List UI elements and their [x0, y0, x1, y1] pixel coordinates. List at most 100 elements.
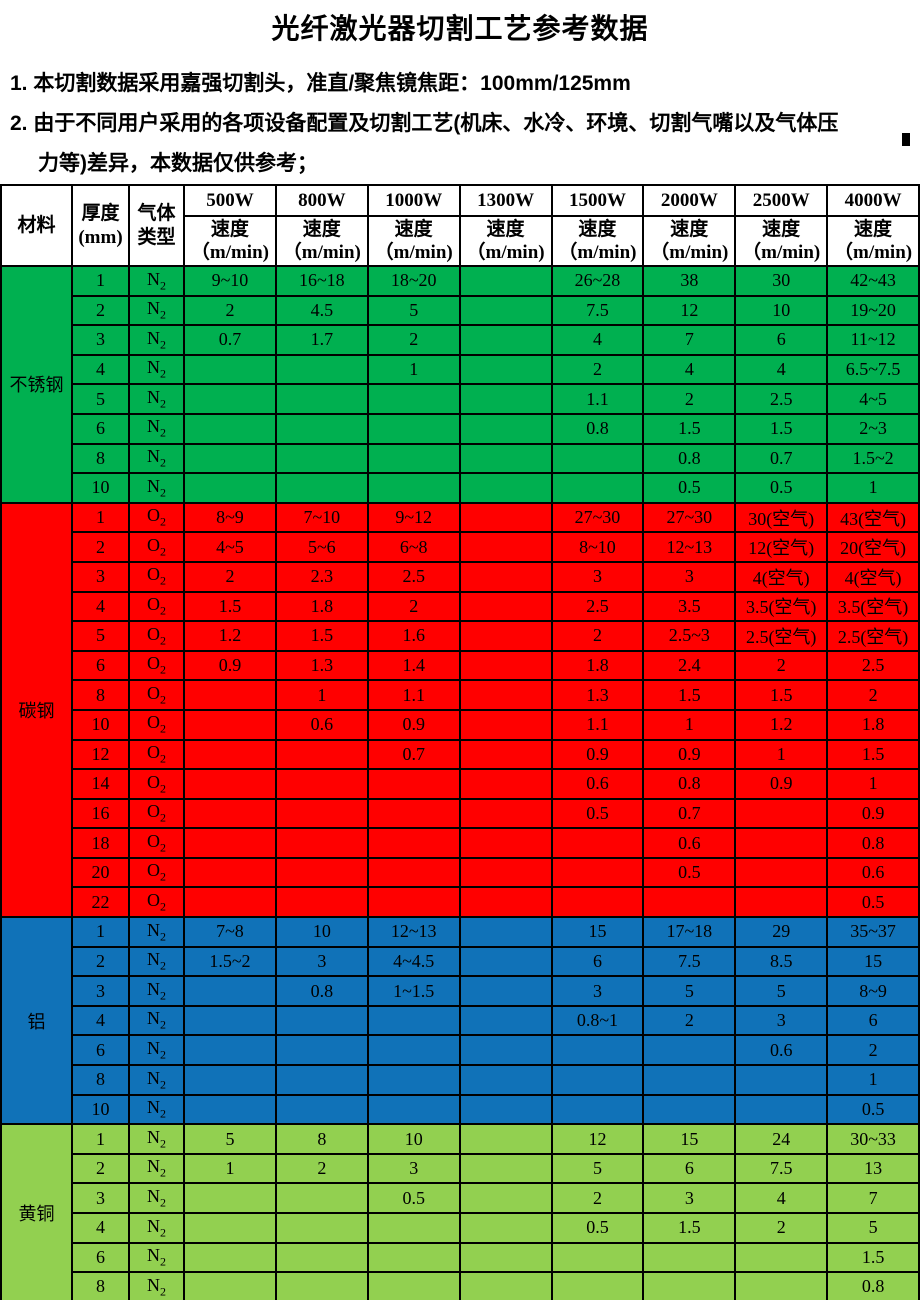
- speed-cell: [366, 472, 461, 504]
- speed-cell: [550, 1241, 645, 1274]
- speed-cell: 8~10: [550, 531, 645, 563]
- gas-cell: N2: [128, 442, 185, 475]
- speed-cell: [366, 1212, 461, 1244]
- thickness-header: 厚度 (mm): [71, 184, 130, 267]
- gas-subscript: 2: [160, 1225, 166, 1240]
- speed-cell: 4~5: [826, 383, 920, 415]
- speed-cell: 8~9: [183, 501, 277, 534]
- speed-cell: 4: [550, 324, 645, 356]
- table-row: 2 N2 1 2 3 5 6 7.5 13: [1, 1152, 920, 1185]
- gas-cell: O2: [128, 620, 185, 652]
- speed-cell: 9~10: [183, 265, 277, 297]
- thickness-cell: 8: [71, 442, 130, 475]
- speed-cell: 0.6: [734, 1034, 829, 1067]
- speed-cell: [458, 1271, 553, 1300]
- speed-cell: [366, 442, 461, 475]
- power-header-cell: 2000W: [642, 184, 737, 217]
- gas-cell: O2: [128, 708, 185, 741]
- table-row: 12 O2 0.7 0.9 0.9 1 1.5: [1, 738, 920, 771]
- speed-cell: 4: [734, 353, 829, 386]
- gas-cell: N2: [128, 1034, 185, 1067]
- speed-cell: [550, 1034, 645, 1067]
- speed-cell: [550, 1271, 645, 1300]
- table-row: 20 O2 0.5 0.6: [1, 856, 920, 889]
- speed-cell: [458, 768, 553, 800]
- speed-cell: 1.1: [550, 383, 645, 415]
- speed-cell: [734, 886, 829, 919]
- gas-cell: N2: [128, 1123, 185, 1155]
- gas-subscript: 2: [160, 751, 166, 766]
- speed-cell: 3.5: [642, 590, 737, 623]
- speed-cell: [366, 1271, 461, 1300]
- table-body: 不锈钢 1 N2 9~10 16~18 18~20 26~28 38 30 42~43 2 N2 2 4.…: [0, 265, 920, 1300]
- speed-cell: 3: [550, 560, 645, 593]
- note-2-line-2: 力等)差异，本数据仅供参考；: [38, 152, 318, 175]
- speed-cell: [366, 1034, 461, 1067]
- speed-cell: [274, 1004, 369, 1037]
- material-cell: 不锈钢: [0, 265, 73, 504]
- speed-cell: 5: [550, 1152, 645, 1185]
- table-row: 2 N2 2 4.5 5 7.5 12 10 19~20: [1, 294, 920, 327]
- table-row: 6 O2 0.9 1.3 1.4 1.8 2.4 2 2.5: [1, 649, 920, 682]
- gas-subscript: 2: [160, 514, 166, 529]
- gas-subscript: 2: [160, 426, 166, 441]
- gas-subscript: 2: [160, 1017, 166, 1032]
- speed-cell: 24: [734, 1123, 829, 1155]
- gas-cell: O2: [128, 827, 185, 859]
- speed-cell: [274, 1271, 369, 1300]
- speed-cell: [183, 1212, 277, 1244]
- speed-unit-header-cell: 速度 （m/min): [274, 215, 369, 267]
- speed-cell: 4~5: [183, 531, 277, 563]
- gas-subscript: 2: [160, 810, 166, 825]
- speed-cell: 2: [550, 620, 645, 652]
- speed-cell: [734, 797, 829, 830]
- thickness-cell: 1: [71, 501, 130, 534]
- table-row: 3 N2 0.8 1~1.5 3 5 5 8~9: [1, 975, 920, 1007]
- table-row: 16 O2 0.5 0.7 0.9: [1, 797, 920, 830]
- speed-cell: [734, 856, 829, 889]
- speed-cell: [458, 620, 553, 652]
- speed-cell: 30~33: [826, 1123, 920, 1155]
- speed-cell: 0.9: [366, 708, 461, 741]
- table-row: 6 N2 0.8 1.5 1.5 2~3: [1, 412, 920, 445]
- thickness-cell: 1: [71, 1123, 130, 1155]
- table-row: 5 O2 1.2 1.5 1.6 2 2.5~3 2.5(空气) 2.5(空气): [1, 620, 920, 652]
- speed-cell: 11~12: [826, 324, 920, 356]
- thickness-cell: 3: [71, 560, 130, 593]
- speed-cell: 1.8: [550, 649, 645, 682]
- power-header-cell: 1300W: [458, 184, 553, 217]
- gas-subscript: 2: [160, 899, 166, 914]
- speed-cell: 1.3: [550, 679, 645, 711]
- table-row: 碳钢 1 O2 8~9 7~10 9~12 27~30 27~30 30(空气) 43(空气): [0, 501, 920, 919]
- speed-unit-header-cell: 速度 （m/min): [550, 215, 645, 267]
- gas-cell: N2: [128, 353, 185, 386]
- note-1: 1. 本切割数据采用嘉强切割头，准直/聚焦镜焦距：100mm/125mm: [10, 72, 631, 95]
- thickness-cell: 14: [71, 768, 130, 800]
- speed-cell: 10: [366, 1123, 461, 1155]
- power-header-cell: 2500W: [734, 184, 829, 217]
- speed-cell: 30: [734, 265, 829, 297]
- speed-cell: 1.2: [734, 708, 829, 741]
- speed-cell: [642, 1093, 737, 1126]
- speed-cell: [458, 1182, 553, 1214]
- speed-cell: 5: [366, 294, 461, 327]
- gas-cell: O2: [128, 501, 185, 534]
- speed-cell: [274, 472, 369, 504]
- speed-cell: 1.5: [274, 620, 369, 652]
- gas-cell: O2: [128, 590, 185, 623]
- speed-cell: 1.4: [366, 649, 461, 682]
- thickness-cell: 4: [71, 353, 130, 386]
- speed-unit-header-cell: 速度 （m/min): [366, 215, 461, 267]
- speed-cell: 0.8: [642, 768, 737, 800]
- speed-cell: 1.5~2: [826, 442, 920, 475]
- gas-cell: O2: [128, 886, 185, 919]
- table-row: 22 O2 0.5: [1, 886, 920, 919]
- speed-cell: 0.6: [274, 708, 369, 741]
- speed-cell: 0.5: [734, 472, 829, 504]
- speed-cell: 7~8: [183, 916, 277, 948]
- gas-cell: N2: [128, 1064, 185, 1096]
- speed-cell: 42~43: [826, 265, 920, 297]
- speed-cell: 12(空气): [734, 531, 829, 563]
- speed-cell: 2.5(空气): [734, 620, 829, 652]
- thickness-cell: 5: [71, 383, 130, 415]
